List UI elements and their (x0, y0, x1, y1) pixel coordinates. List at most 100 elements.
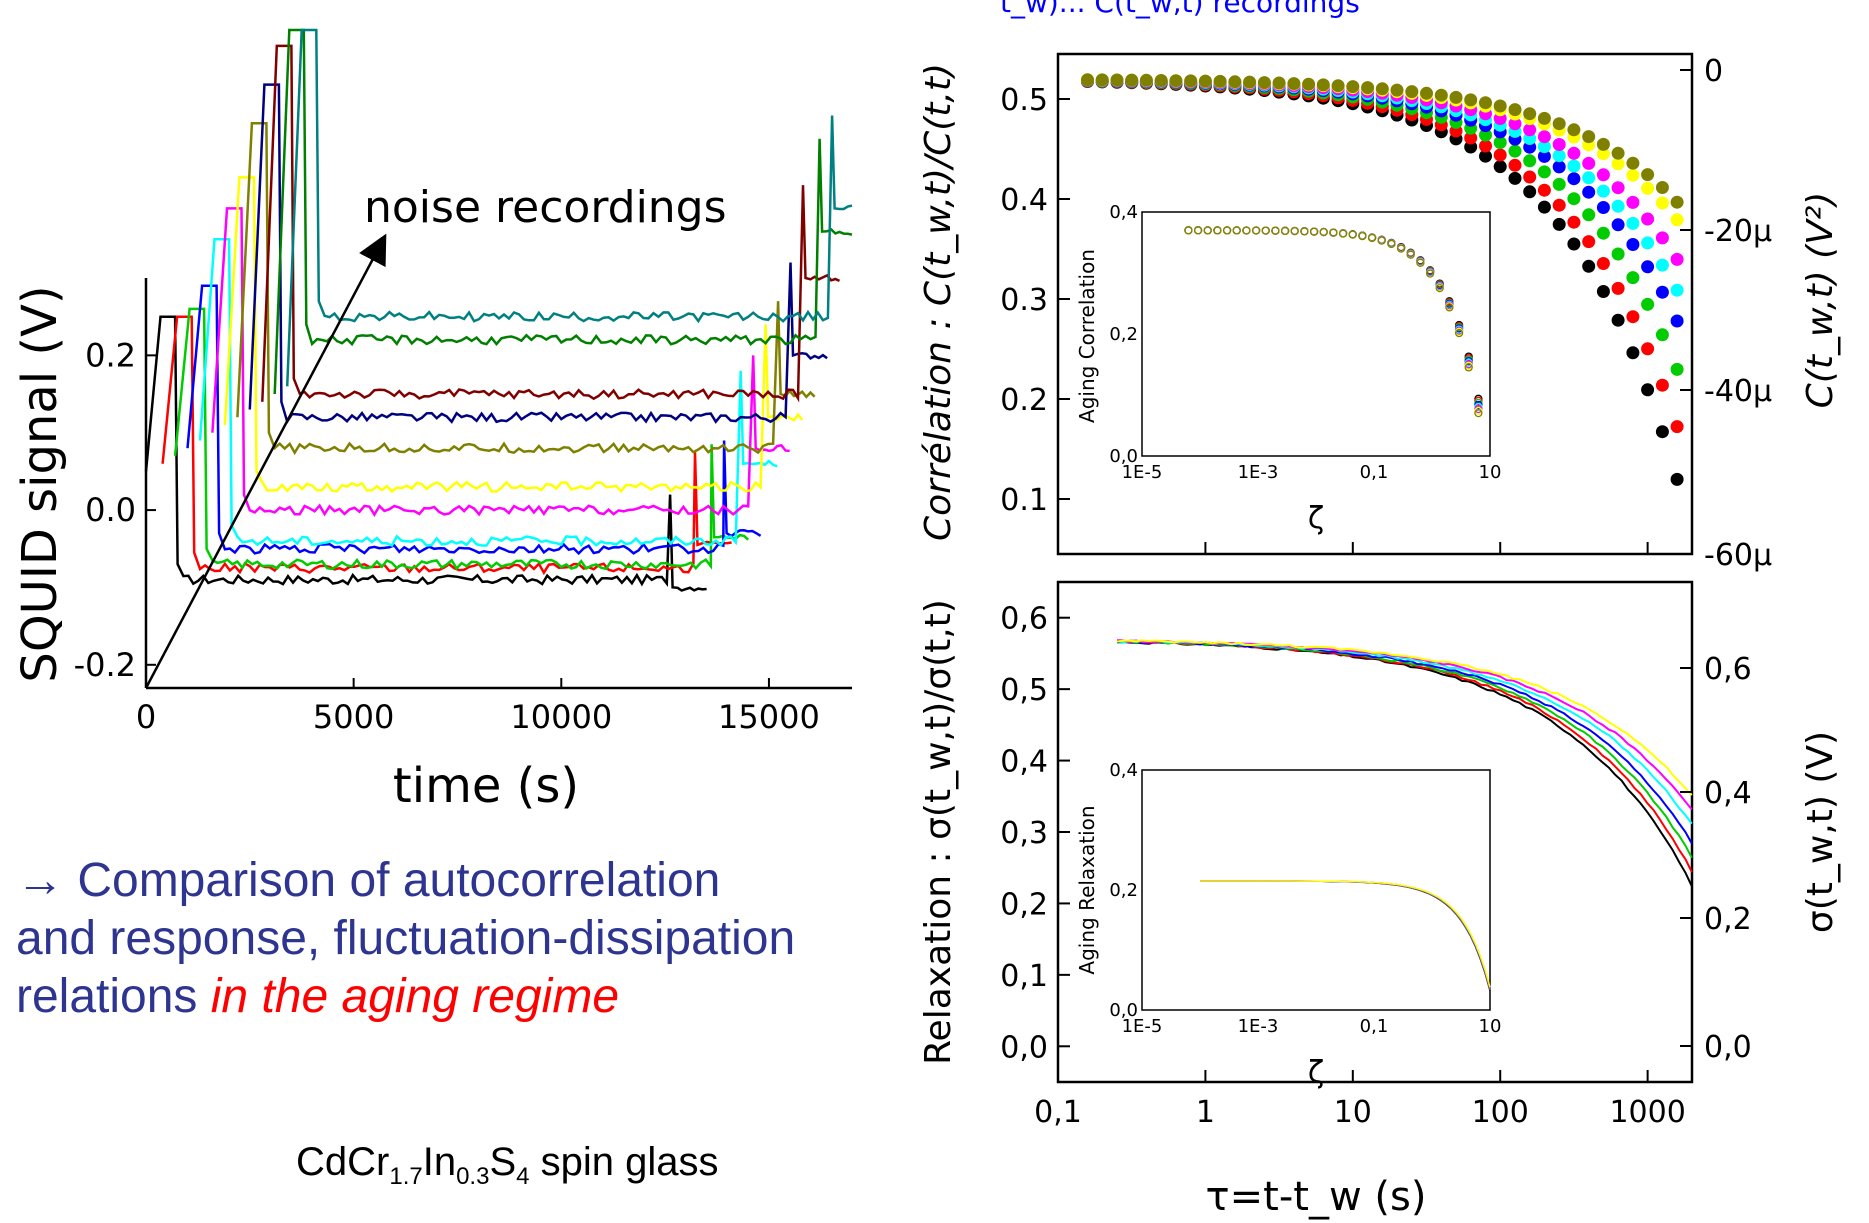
correlation-inset-y-label: Aging Correlation (1075, 249, 1099, 423)
correlation-inset-point (1464, 363, 1473, 372)
squid-x-tick-label: 10000 (510, 698, 612, 736)
correlation-point (1670, 252, 1684, 266)
correlation-point (1626, 168, 1640, 182)
correlation-point (1611, 247, 1625, 261)
correlation-point (1257, 76, 1271, 90)
correlation-inset-point (1329, 228, 1338, 237)
relaxation-chart: 0,00,10,20,30,40,50,60,00,20,40,60,1 1 10 1… (918, 580, 1841, 1220)
note-line-1: → Comparison of autocorrelation (16, 854, 721, 907)
note-line-3: relations in the aging regime (16, 970, 620, 1023)
correlation-point (1655, 285, 1669, 299)
correlation-point (1552, 217, 1566, 231)
squid-chart: 0 5000 10000 15000 -0.2 0.0 0.2 noise recordin… (12, 28, 853, 814)
correlation-inset-point (1193, 226, 1203, 235)
correlation-point (1434, 88, 1448, 102)
correlation-inset-point (1396, 244, 1406, 253)
correlation-point (1537, 149, 1551, 163)
correlation-inset-point (1242, 226, 1251, 235)
correlation-point (1125, 73, 1139, 87)
correlation-point (1626, 346, 1640, 360)
correlation-point (1626, 271, 1640, 285)
relaxation-inset-x-tick-label: 1E-5 (1122, 1016, 1163, 1037)
correlation-inset-point (1213, 226, 1222, 235)
relaxation-inset-x-label: ζ (1308, 1055, 1324, 1090)
note-highlight: in the aging regime (210, 970, 620, 1023)
correlation-point (1552, 149, 1566, 163)
comparison-note: → Comparison of autocorrelation and resp… (16, 852, 916, 1026)
correlation-point (1169, 74, 1183, 88)
relaxation-right-tick-label: 0,2 (1704, 902, 1752, 937)
correlation-point (1582, 171, 1596, 185)
squid-series-group (144, 28, 853, 592)
correlation-point (1641, 236, 1655, 250)
correlation-inset-x-label: ζ (1308, 501, 1324, 536)
correlation-inset-point (1348, 230, 1357, 239)
correlation-point (1670, 362, 1684, 376)
correlation-point (1375, 82, 1389, 96)
correlation-point (1508, 171, 1522, 185)
correlation-point (1582, 185, 1596, 199)
correlation-point (1139, 73, 1153, 87)
relaxation-inset-x-tick-label: 10 (1479, 1016, 1502, 1037)
relaxation-ticks-group: 0,00,10,20,30,40,50,60,00,20,40,60,1 1 10 1… (1000, 602, 1751, 1130)
correlation-y-label-left: Corrélation : C(t_w,t)/C(t,t) (918, 63, 959, 541)
squid-y-tick-label: -0.2 (74, 646, 136, 684)
correlation-inset-point (1222, 226, 1232, 235)
squid-y-tick-label: 0.0 (85, 491, 136, 529)
relaxation-right-tick-label: 0,4 (1704, 776, 1752, 811)
correlation-point (1420, 86, 1433, 100)
correlation-point (1523, 185, 1537, 199)
correlation-point (1552, 117, 1566, 131)
correlation-inset-point (1338, 229, 1348, 238)
correlation-inset-point (1184, 226, 1193, 235)
correlation-point (1582, 235, 1596, 249)
relaxation-inset-y-tick-label: 0,0 (1109, 1000, 1138, 1021)
correlation-y-tick-label: 0.1 (1000, 483, 1048, 518)
correlation-point (1361, 81, 1375, 95)
relaxation-y-tick-label: 0,3 (1000, 816, 1048, 851)
correlation-inset-point (1454, 328, 1464, 338)
correlation-y-tick-label: 0.3 (1000, 283, 1048, 318)
correlation-point (1523, 154, 1537, 168)
squid-series-line (161, 315, 732, 576)
correlation-point (1641, 181, 1655, 195)
relaxation-x-tick-label: 1 (1196, 1095, 1215, 1130)
squid-series-line (211, 207, 790, 518)
relaxation-y-tick-label: 0,0 (1000, 1030, 1048, 1065)
squid-y-label: SQUID signal (V) (12, 285, 68, 682)
relaxation-inset-y-tick-label: 0,4 (1109, 760, 1138, 781)
correlation-point (1626, 238, 1640, 251)
relaxation-y-tick-label: 0,1 (1000, 959, 1048, 994)
squid-series-line (285, 28, 853, 387)
correlation-inset-point (1203, 226, 1212, 235)
relaxation-x-tick-label: 0,1 (1034, 1095, 1082, 1130)
correlation-point (1567, 215, 1581, 229)
correlation-inset-y-tick-label: 0,2 (1109, 324, 1138, 345)
relaxation-y-label-left: Relaxation : σ(t_w,t)/σ(t,t) (918, 599, 959, 1065)
relaxation-inset-y-tick-label: 0,2 (1109, 880, 1138, 901)
correlation-inset-point (1387, 239, 1396, 249)
relaxation-x-label: τ=t-t_w (s) (1206, 1174, 1427, 1220)
material-formula: CdCr1.7In0.3S4 spin glass (296, 1140, 719, 1190)
correlation-inset-point (1358, 231, 1367, 241)
squid-x-tick-label: 0 (136, 698, 156, 736)
correlation-point (1523, 170, 1537, 184)
squid-series-line (173, 307, 750, 571)
correlation-point (1596, 137, 1610, 151)
correlation-point (1523, 107, 1537, 121)
squid-series-line (248, 83, 828, 425)
relaxation-series-group (1116, 639, 1693, 887)
correlation-point (1567, 192, 1581, 206)
correlation-point (1611, 313, 1625, 327)
correlation-inset-x-tick-label: 0,1 (1360, 462, 1389, 483)
correlation-point (1464, 140, 1478, 154)
correlation-inset-x-tick-label: 1E-3 (1238, 462, 1279, 483)
squid-series-line (261, 44, 841, 403)
squid-y-tick-label: 0.2 (85, 336, 136, 374)
relaxation-inset-ticks-group: 1E-5 1E-3 0,1 10 0,0 0,2 0,4 (1109, 760, 1501, 1037)
correlation-point (1493, 99, 1507, 113)
correlation-inset-frame (1141, 211, 1491, 457)
correlation-point (1626, 156, 1640, 170)
correlation-inset-point (1367, 233, 1377, 243)
squid-x-tick-label: 5000 (313, 698, 394, 736)
